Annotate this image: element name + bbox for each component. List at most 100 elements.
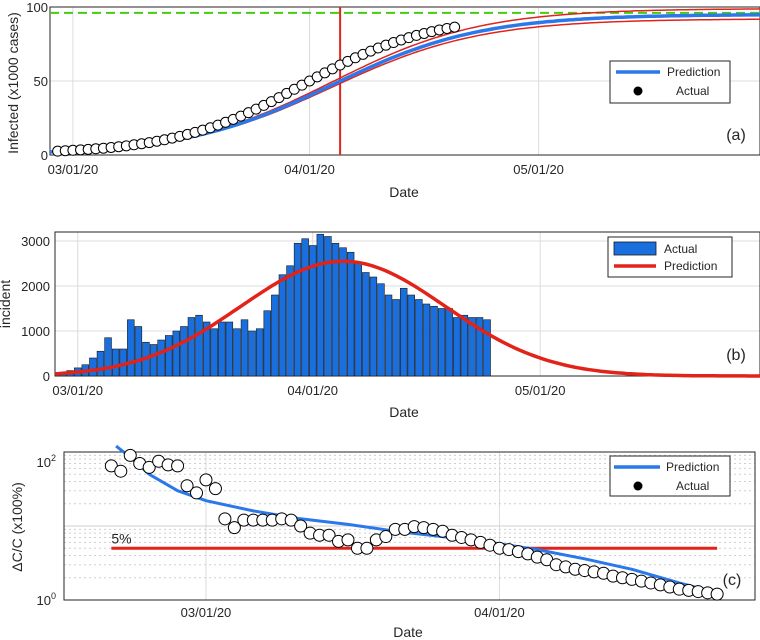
panel-c: 5% 03/01/20 04/01/20 100 102 Date ΔC/C (… xyxy=(9,444,756,640)
bar xyxy=(309,245,317,377)
actual-bars xyxy=(58,233,491,377)
actual-point xyxy=(218,512,232,526)
y-tick-label: 1000 xyxy=(21,324,50,339)
panel-a-legend: Prediction Actual xyxy=(609,60,731,104)
y-tick-label: 102 xyxy=(37,453,56,470)
bar xyxy=(89,357,97,377)
bar xyxy=(180,326,188,377)
bar xyxy=(331,242,340,377)
actual-point xyxy=(322,528,336,542)
x-tick-label: 05/01/20 xyxy=(515,383,566,398)
actual-point xyxy=(449,21,461,33)
bar xyxy=(111,348,120,377)
bar xyxy=(195,314,203,377)
bar xyxy=(248,330,256,377)
bar xyxy=(468,317,476,377)
legend-label: Prediction xyxy=(664,259,717,273)
actual-point xyxy=(171,459,185,473)
bar xyxy=(96,350,105,377)
panel-b: 03/01/20 04/01/20 05/01/20 0 1000 2000 3… xyxy=(0,231,760,420)
bar xyxy=(346,251,355,377)
bar xyxy=(483,319,491,377)
bar xyxy=(278,274,287,377)
bar xyxy=(399,287,408,377)
panel-a: 03/01/20 04/01/20 05/01/20 0 50 100 Date… xyxy=(5,0,760,200)
actual-point xyxy=(123,448,137,462)
bar xyxy=(453,317,461,377)
legend-label: Actual xyxy=(664,242,697,256)
bar xyxy=(210,328,218,377)
bar xyxy=(187,317,196,377)
prediction-curve xyxy=(115,444,718,595)
panel-b-x-ticks: 03/01/20 04/01/20 05/01/20 xyxy=(52,383,565,398)
bar xyxy=(301,238,309,377)
legend-label: Actual xyxy=(676,479,709,493)
y-tick-label: 0 xyxy=(43,369,50,384)
prediction-curve xyxy=(54,259,760,378)
bar xyxy=(475,317,484,377)
bar xyxy=(293,242,302,377)
panel-b-frame xyxy=(54,231,760,377)
legend-label: Prediction xyxy=(667,65,720,79)
reference-line-label: 5% xyxy=(111,530,131,546)
y-tick-label: 3000 xyxy=(21,234,50,249)
bar xyxy=(460,314,469,377)
x-tick-label: 03/01/20 xyxy=(48,162,99,177)
y-tick-label: 100 xyxy=(37,591,56,608)
bar xyxy=(233,328,241,377)
bar xyxy=(157,339,165,377)
bar xyxy=(324,236,332,377)
bar xyxy=(354,263,362,377)
actual-point xyxy=(142,460,156,474)
actual-point xyxy=(180,479,194,493)
bar xyxy=(422,303,431,377)
actual-point xyxy=(114,464,128,478)
x-tick-label: 03/01/20 xyxy=(52,383,103,398)
bar xyxy=(377,283,385,377)
y-tick-label: 0 xyxy=(41,148,48,163)
panel-a-label: (a) xyxy=(726,127,746,144)
panel-c-y-ticks: 100 102 xyxy=(37,453,56,608)
panel-a-xlabel: Date xyxy=(389,184,419,200)
bar xyxy=(225,321,234,377)
panel-b-label: (b) xyxy=(726,347,746,364)
bar xyxy=(104,337,112,377)
panel-c-xlabel: Date xyxy=(393,624,423,640)
legend-actual-swatch xyxy=(633,86,643,96)
bar xyxy=(339,247,347,377)
panel-c-legend: Prediction Actual xyxy=(609,455,731,497)
actual-point xyxy=(360,541,374,555)
actual-points xyxy=(104,448,724,601)
bar xyxy=(255,328,264,377)
legend-label: Prediction xyxy=(666,460,719,474)
panel-b-ylabel: incident xyxy=(0,280,13,328)
legend-actual-swatch xyxy=(633,481,643,491)
x-tick-label: 05/01/20 xyxy=(513,162,564,177)
x-tick-label: 04/01/20 xyxy=(287,383,338,398)
actual-point xyxy=(190,486,204,500)
panel-c-ylabel: ΔC/C (x100%) xyxy=(9,482,25,571)
panel-c-x-ticks: 03/01/20 04/01/20 xyxy=(181,605,525,620)
actual-point xyxy=(294,519,308,533)
bar xyxy=(384,294,393,377)
bar xyxy=(164,335,173,377)
actual-points xyxy=(52,21,461,157)
y-tick-label: 50 xyxy=(34,74,48,89)
bar xyxy=(415,299,423,377)
actual-point xyxy=(284,513,298,527)
actual-point xyxy=(208,482,222,496)
actual-point xyxy=(199,473,213,487)
actual-point xyxy=(227,521,241,535)
panel-c-frame xyxy=(63,451,756,601)
bar xyxy=(362,272,370,377)
bar xyxy=(430,305,438,377)
panel-c-label: (c) xyxy=(723,572,742,589)
actual-point xyxy=(341,533,355,547)
bar xyxy=(202,321,211,377)
bar xyxy=(437,308,446,377)
x-tick-label: 04/01/20 xyxy=(474,605,525,620)
bar xyxy=(286,265,294,377)
bar xyxy=(172,330,181,377)
panel-b-legend: Actual Prediction xyxy=(607,236,733,278)
